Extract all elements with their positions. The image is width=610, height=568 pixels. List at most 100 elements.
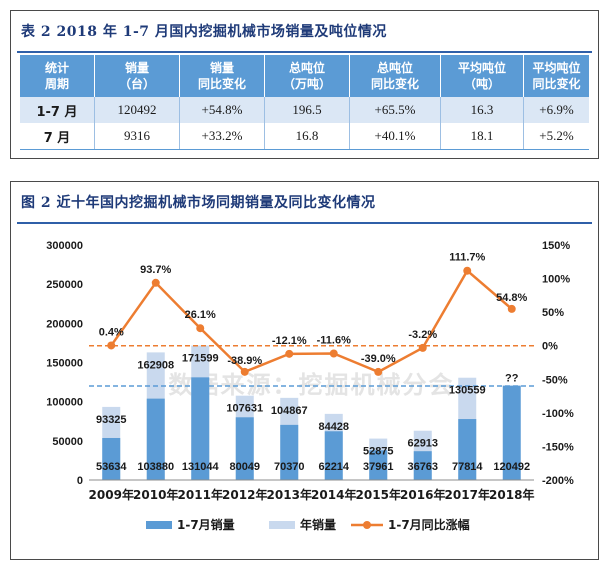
bar-jan-jul-sales: [146, 398, 165, 480]
left-axis-tick-label: 200000: [46, 318, 83, 330]
watermark-text: 数据来源：挖掘机械分会: [169, 371, 455, 399]
bar-jan-jul-sales: [369, 450, 388, 480]
table-cell: 18.1: [440, 123, 524, 150]
table-header-row: 统计 周期 销量 （台） 销量 同比变化 总吨位 （万吨） 总吨位 同比变化 平均吨位 （吨…: [20, 55, 589, 97]
x-axis-tick-label: 2016年: [400, 487, 445, 502]
growth-rate-point: [418, 343, 427, 352]
annual-sales-label: 162908: [137, 359, 174, 371]
chart-panel: 图 2 近十年国内挖掘机械市场同期销量及同比变化情况 数据来源：挖掘机械分会 0 5…: [10, 181, 599, 560]
table-cell: +54.8%: [179, 97, 265, 123]
growth-rate-point: [329, 349, 338, 358]
table-title-rule: [17, 51, 592, 53]
annual-sales-label: 171599: [182, 353, 219, 365]
growth-rate-point: [374, 367, 383, 376]
growth-rate-point: [463, 266, 472, 275]
annual-sales-label: 62913: [407, 438, 438, 450]
annual-sales-label: 52875: [363, 446, 394, 458]
table-cell: +40.1%: [349, 123, 441, 150]
table-row: 7 月 9316 +33.2% 16.8 +40.1% 18.1 +5.2%: [20, 123, 589, 150]
jan-jul-sales-label: 131044: [182, 461, 220, 473]
left-axis-tick-label: 250000: [46, 279, 83, 291]
table-cell: 7 月: [20, 123, 95, 150]
growth-rate-label: 54.8%: [496, 292, 527, 304]
x-axis-tick-label: 2011年: [178, 487, 223, 502]
annual-sales-label: 107631: [226, 403, 263, 415]
jan-jul-sales-label: 53634: [96, 461, 127, 473]
right-axis-tick-label: -50%: [542, 374, 568, 386]
header-cell: 统计 周期: [20, 55, 95, 97]
annual-sales-label: ??: [505, 373, 519, 385]
annual-sales-label: 84428: [318, 421, 349, 433]
table-cell: 196.5: [264, 97, 350, 123]
jan-jul-sales-label: 103880: [137, 461, 174, 473]
right-axis-tick-label: 100%: [542, 274, 570, 286]
jan-jul-sales-label: 80049: [229, 461, 260, 473]
jan-jul-sales-label: 36763: [407, 461, 438, 473]
header-cell: 总吨位 （万吨）: [264, 55, 350, 97]
right-axis-tick-label: 50%: [542, 307, 564, 319]
x-axis-tick-label: 2017年: [445, 487, 490, 502]
legend-label-annual: 年销量: [300, 517, 336, 532]
right-axis-tick-label: -150%: [542, 441, 574, 453]
table-cell: 16.3: [440, 97, 524, 123]
table-row: 1-7 月 120492 +54.8% 196.5 +65.5% 16.3 +6…: [20, 97, 589, 123]
growth-rate-point: [196, 324, 205, 333]
x-axis-tick-label: 2013年: [267, 487, 312, 502]
legend-swatch-growth-marker: [363, 521, 371, 529]
annual-sales-label: 93325: [96, 414, 127, 426]
growth-rate-label: -11.6%: [317, 335, 351, 347]
x-axis-tick-label: 2015年: [356, 487, 401, 502]
legend-label-growth: 1-7月同比涨幅: [388, 517, 470, 532]
chart-title-rule: [17, 222, 592, 224]
header-cell: 平均吨位 同比变化: [523, 55, 589, 97]
growth-rate-point: [285, 349, 294, 358]
left-axis-tick-label: 100000: [46, 397, 83, 409]
table-cell: 120492: [94, 97, 180, 123]
combo-chart: 数据来源：挖掘机械分会 0 50000 100000 150000 200000 25000…: [46, 240, 574, 532]
header-cell: 销量 （台）: [94, 55, 180, 97]
bar-jan-jul-sales: [191, 377, 210, 480]
table-title: 表 2 2018 年 1-7 月国内挖掘机械市场销量及吨位情况: [21, 24, 387, 40]
table-cell: +6.9%: [523, 97, 589, 123]
left-axis-tick-label: 150000: [46, 358, 83, 370]
right-axis-tick-label: -100%: [542, 408, 574, 420]
x-axis-tick-label: 2018年: [489, 487, 534, 502]
jan-jul-sales-label: 120492: [493, 461, 530, 473]
table-cell: 9316: [94, 123, 180, 150]
table-cell: +33.2%: [179, 123, 265, 150]
x-axis-tick-label: 2014年: [311, 487, 356, 502]
table-cell: +65.5%: [349, 97, 441, 123]
growth-rate-label: 93.7%: [140, 264, 171, 276]
legend-label-jan-jul: 1-7月销量: [177, 517, 235, 532]
table-cell: 1-7 月: [20, 97, 95, 123]
x-axis-tick-label: 2010年: [133, 487, 178, 502]
bar-jan-jul-sales: [280, 424, 299, 480]
left-axis-tick-label: 50000: [52, 436, 83, 448]
legend-swatch-jan-jul: [146, 521, 172, 529]
jan-jul-sales-label: 77814: [452, 461, 483, 473]
annual-sales-label: 104867: [271, 405, 308, 417]
growth-rate-label: -38.9%: [227, 355, 262, 367]
bar-jan-jul-sales: [458, 419, 477, 480]
table-cell: 16.8: [264, 123, 350, 150]
bar-jan-jul-sales: [235, 417, 254, 480]
x-axis-tick-label: 2009年: [89, 487, 134, 502]
table-panel: 表 2 2018 年 1-7 月国内挖掘机械市场销量及吨位情况 统计 周期 销量（…: [10, 10, 599, 159]
left-axis-tick-label: 0: [77, 475, 83, 487]
annual-sales-label: 130559: [449, 385, 486, 397]
sales-table: 统计 周期 销量 （台） 销量 同比变化 总吨位 （万吨） 总吨位 同比变化 平均吨位 （吨…: [20, 55, 589, 150]
jan-jul-sales-label: 37961: [363, 461, 394, 473]
header-cell: 总吨位 同比变化: [349, 55, 441, 97]
left-axis-tick-label: 300000: [46, 240, 83, 252]
bar-jan-jul-sales: [324, 431, 343, 480]
right-axis-tick-label: 150%: [542, 240, 570, 252]
growth-rate-label: 26.1%: [185, 309, 216, 321]
chart-title: 图 2 近十年国内挖掘机械市场同期销量及同比变化情况: [21, 195, 376, 211]
growth-rate-label: 111.7%: [449, 252, 485, 264]
growth-rate-label: 0.4%: [99, 326, 124, 338]
jan-jul-sales-label: 62214: [318, 461, 349, 473]
jan-jul-sales-label: 70370: [274, 461, 305, 473]
growth-rate-label: -39.0%: [361, 353, 396, 365]
bar-jan-jul-sales: [102, 437, 121, 480]
right-axis-tick-label: -200%: [542, 475, 574, 487]
